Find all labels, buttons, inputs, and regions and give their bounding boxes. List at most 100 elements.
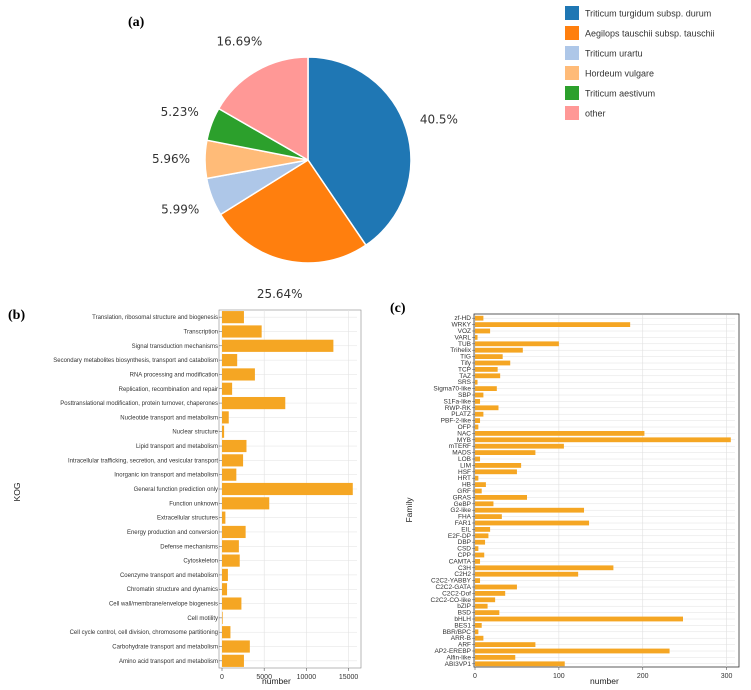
x-tick-label: 100 (553, 673, 565, 680)
category-label: C2H2 (454, 571, 471, 578)
bar (475, 578, 481, 583)
category-label: Replication, recombination and repair (119, 387, 218, 393)
bar (475, 392, 484, 398)
category-label: Transcription (184, 329, 218, 335)
bar (222, 354, 238, 367)
bar (222, 454, 244, 467)
category-label: MADS (452, 450, 471, 457)
bar (475, 475, 479, 481)
category-label: VARL (455, 334, 472, 341)
category-label: Chromatin structure and dynamics (127, 587, 218, 593)
bar (475, 437, 731, 443)
category-label: General function prediction only (134, 487, 218, 493)
pie-slice-label: 5.96% (152, 152, 190, 166)
category-label: ARF (458, 642, 471, 649)
category-label: MYB (457, 437, 471, 444)
family-bar-chart-panel: (c) zf-HDWRKYVOZVARLTUBTrihelixTIGTifyTC… (390, 301, 740, 686)
bar (475, 469, 517, 475)
category-label: E2F-DP (448, 533, 471, 540)
category-label: Sigma70-like (433, 386, 471, 393)
bar (222, 311, 244, 324)
bar (475, 456, 481, 462)
bar (222, 482, 353, 496)
pie-slice-label: 5.99% (161, 202, 199, 216)
x-tick-label: 0 (220, 674, 224, 681)
panel-label-c: (c) (390, 301, 406, 316)
category-label: VOZ (458, 328, 471, 335)
bar (475, 418, 481, 423)
category-label: SBP (458, 392, 471, 399)
category-label: Coenzyme transport and metabolism (120, 573, 218, 579)
bar (475, 367, 498, 372)
family-y-axis-title: Family (404, 497, 414, 523)
bar (475, 527, 491, 532)
bar (475, 623, 482, 628)
bar (475, 450, 536, 455)
bar (475, 373, 501, 379)
bar (222, 339, 334, 352)
category-label: WRKY (452, 322, 472, 329)
category-label: AP2-EREBP (435, 648, 472, 655)
bar (222, 382, 233, 395)
category-label: Inorganic ion transport and metabolism (114, 473, 218, 479)
bar (475, 360, 511, 366)
category-label: Translation, ribosomal structure and bio… (92, 315, 218, 321)
pie-slice (217, 56, 309, 162)
bar (222, 511, 226, 524)
category-label: BSD (458, 610, 472, 617)
bar (475, 559, 481, 564)
category-label: TAZ (459, 373, 471, 380)
bar (222, 597, 242, 610)
legend-entry: Triticum urartu (585, 49, 643, 59)
bar (222, 368, 255, 381)
category-label: Cell cycle control, cell division, chrom… (70, 630, 218, 636)
category-label: S1Fa-like (444, 398, 472, 405)
category-label: C2C2-YABBY (431, 578, 472, 585)
bar (475, 539, 486, 545)
pie-slice-label: 5.23% (161, 105, 199, 119)
category-label: Posttranslational modification, protein … (60, 401, 218, 407)
bar (222, 611, 223, 624)
bar (222, 568, 228, 581)
category-label: GRAS (453, 494, 472, 501)
category-label: bHLH (454, 616, 471, 623)
category-label: Signal transduction mechanisms (132, 344, 218, 350)
bar (475, 565, 614, 571)
bar (475, 399, 481, 404)
legend-swatch (565, 46, 579, 60)
category-label: ABI3VP1 (445, 661, 472, 668)
category-label: ARR-B (451, 635, 471, 642)
category-label: bZIP (457, 603, 471, 610)
legend-swatch (565, 66, 579, 80)
bar (222, 626, 231, 639)
bar (475, 463, 522, 468)
category-label: LOB (458, 456, 471, 463)
bar (475, 591, 506, 596)
category-label: Lipid transport and metabolism (136, 444, 218, 450)
category-label: Trihelix (450, 347, 471, 354)
category-label: BBR/BPC (442, 629, 471, 636)
panel-label-a: (a) (128, 15, 145, 30)
pie-chart-panel: (a) 40.5% 25.64% 5.99% 5.96% 5.23% 16.69% Tri… (128, 6, 715, 301)
category-label: mTERF (449, 443, 471, 450)
category-label: Energy production and conversion (127, 530, 218, 536)
bar (222, 554, 240, 567)
pie-slice (307, 56, 412, 247)
category-label: Nuclear structure (172, 430, 218, 436)
bar (475, 514, 502, 519)
category-label: TIG (460, 354, 471, 361)
category-label: C3H (458, 565, 471, 572)
category-label: PBF-2-like (441, 418, 472, 425)
category-label: RNA processing and modification (130, 372, 218, 378)
bar (475, 655, 516, 660)
family-plot-area (473, 313, 740, 668)
category-label: CSD (457, 546, 471, 553)
bar (222, 411, 229, 424)
category-label: DBP (458, 539, 471, 546)
bar (475, 495, 527, 500)
x-tick-label: 15000 (339, 674, 359, 681)
category-label: C2C2-Dof (442, 590, 471, 597)
bar (222, 325, 262, 338)
category-label: RWP-RK (445, 405, 472, 412)
pie-slice-label: 16.69% (217, 34, 263, 48)
